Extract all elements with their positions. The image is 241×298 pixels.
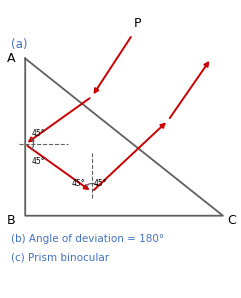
Text: C: C bbox=[228, 214, 236, 227]
Text: 45°: 45° bbox=[72, 179, 85, 188]
Text: A: A bbox=[7, 52, 16, 65]
Text: (c) Prism binocular: (c) Prism binocular bbox=[11, 253, 109, 263]
Text: P: P bbox=[134, 17, 141, 30]
Text: 45°: 45° bbox=[31, 129, 45, 138]
Text: 45°: 45° bbox=[94, 179, 107, 188]
Text: B: B bbox=[7, 214, 16, 227]
Text: (a): (a) bbox=[11, 38, 27, 51]
Text: (b) Angle of deviation = 180°: (b) Angle of deviation = 180° bbox=[11, 234, 164, 243]
Text: 45°: 45° bbox=[31, 157, 45, 166]
